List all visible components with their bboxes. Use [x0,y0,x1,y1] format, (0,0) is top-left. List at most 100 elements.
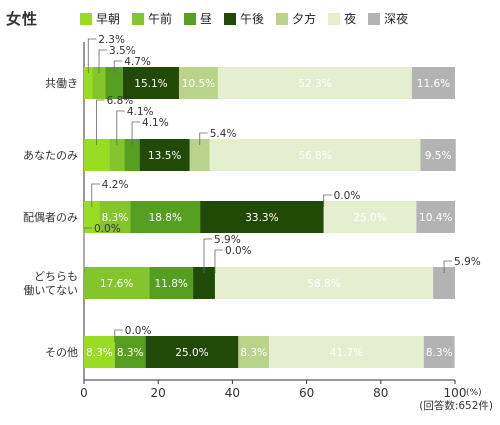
data-label-2-5: 25.0% [353,212,386,224]
data-label-3-5: 58.8% [307,278,340,290]
data-label-0-2: 4.7% [124,56,151,68]
callout-line-2-0 [91,183,100,207]
bar-segment-2-1 [99,201,131,233]
data-label-4-4: 8.3% [240,347,267,359]
bar-segment-0-2 [105,67,123,99]
category-label-2: 配偶者のみ [23,211,78,224]
category-label-0: 共働き [45,77,78,90]
legend-swatch-6 [368,12,381,25]
data-label-2-6: 10.4% [419,212,452,224]
legend-swatch-4 [276,12,289,25]
legend-item-0: 早朝 [80,10,120,27]
data-label-0-4: 10.5% [182,78,215,90]
bar-segment-3-5 [214,267,434,299]
bar-segment-2-2 [130,201,201,233]
data-label-0-3: 15.1% [134,78,167,90]
callout-line-0-2 [113,60,123,73]
legend-swatch-2 [184,12,197,25]
callout-line-3-3 [203,238,213,273]
bar-segment-2-3 [200,201,324,233]
x-tick-label-5: 100 [444,386,467,400]
legend-label-3: 午後 [240,12,265,26]
legend-item-4: 夕方 [276,10,316,27]
data-label-3-0: 0.0% [94,223,121,235]
bar-segment-1-1 [109,139,125,171]
data-label-3-3: 5.9% [214,234,241,246]
data-label-3-6: 5.9% [454,256,481,268]
category-label-4: その他 [45,346,78,359]
data-label-3-4: 0.0% [225,245,252,257]
callout-line-4-1 [114,329,123,342]
callout-line-3-6 [443,260,453,273]
data-label-4-1: 0.0% [125,325,152,337]
bar-segment-0-6 [411,67,455,99]
legend-item-6: 深夜 [368,10,408,27]
bar-segment-0-5 [217,67,412,99]
callout-line-3-4 [214,249,223,273]
legend-label-4: 夕方 [292,12,317,26]
bar-segment-3-6 [433,267,455,299]
data-label-1-0: 6.8% [107,95,134,107]
callout-line-0-0 [87,38,97,73]
x-tick-label-4: 80 [373,386,388,400]
callout-line-1-0 [96,99,105,145]
bar-segment-0-0 [84,67,93,99]
data-label-0-5: 52.3% [298,78,331,90]
legend-item-3: 午後 [224,10,264,27]
bar-segment-0-1 [92,67,106,99]
legend-item-1: 午前 [132,10,172,27]
chart-legend: 早朝 午前 昼 午後 夕方 夜 深夜 [80,10,420,27]
callout-line-1-2 [131,121,141,145]
data-label-1-1: 4.1% [127,106,154,118]
legend-swatch-0 [80,12,92,25]
x-tick-label-0: 0 [80,386,88,400]
legend-label-6: 深夜 [384,12,409,26]
data-label-4-0: 8.3% [86,347,113,359]
chart-title: 女性 [6,10,39,28]
data-label-1-4: 5.4% [210,128,237,140]
callout-line-1-4 [199,132,208,145]
legend-swatch-1 [132,12,145,25]
bar-segment-2-0 [84,201,100,233]
legend-label-1: 午前 [148,12,173,26]
category-label-3-1: 働いてない [23,284,78,297]
data-label-0-1: 3.5% [109,45,136,57]
callout-line-0-1 [98,49,108,73]
data-label-4-5: 41.7% [330,347,363,359]
bar-segment-2-5 [323,201,417,233]
legend-label-5: 夜 [344,12,357,26]
data-label-0-0: 2.3% [98,34,125,46]
bar-segment-1-3 [139,139,190,171]
legend-swatch-5 [328,12,341,25]
x-tick-label-2: 40 [225,386,240,400]
bar-segment-4-0 [84,336,115,368]
bar-segment-1-6 [420,139,456,171]
bar-segment-4-5 [269,336,424,368]
bar-segment-0-3 [122,67,179,99]
bar-segment-4-4 [238,336,270,368]
data-label-2-2: 18.8% [149,212,182,224]
data-label-3-2: 11.8% [155,278,188,290]
legend-item-2: 昼 [184,10,212,27]
data-label-1-3: 13.5% [148,150,181,162]
legend-swatch-3 [224,12,237,25]
legend-label-0: 早朝 [96,12,121,26]
category-label-1: あなたのみ [23,149,78,162]
bar-segment-3-1 [84,267,150,299]
x-tick-label-1: 20 [151,386,166,400]
callout-line-3-0 [83,227,92,273]
bar-segment-0-4 [178,67,218,99]
respondents-note: (回答数:652件) [419,399,493,412]
data-label-1-5: 56.8% [298,150,331,162]
x-axis-unit: (%) [466,388,482,398]
data-label-2-4: 0.0% [334,190,361,202]
data-label-1-6: 9.5% [425,150,452,162]
bar-segment-3-2 [149,267,194,299]
bar-segment-1-5 [209,139,421,171]
legend-item-5: 夜 [328,10,356,27]
data-label-3-1: 17.6% [100,278,133,290]
data-label-1-2: 4.1% [142,117,169,129]
data-label-2-0: 4.2% [102,179,129,191]
bar-segment-1-2 [124,139,140,171]
